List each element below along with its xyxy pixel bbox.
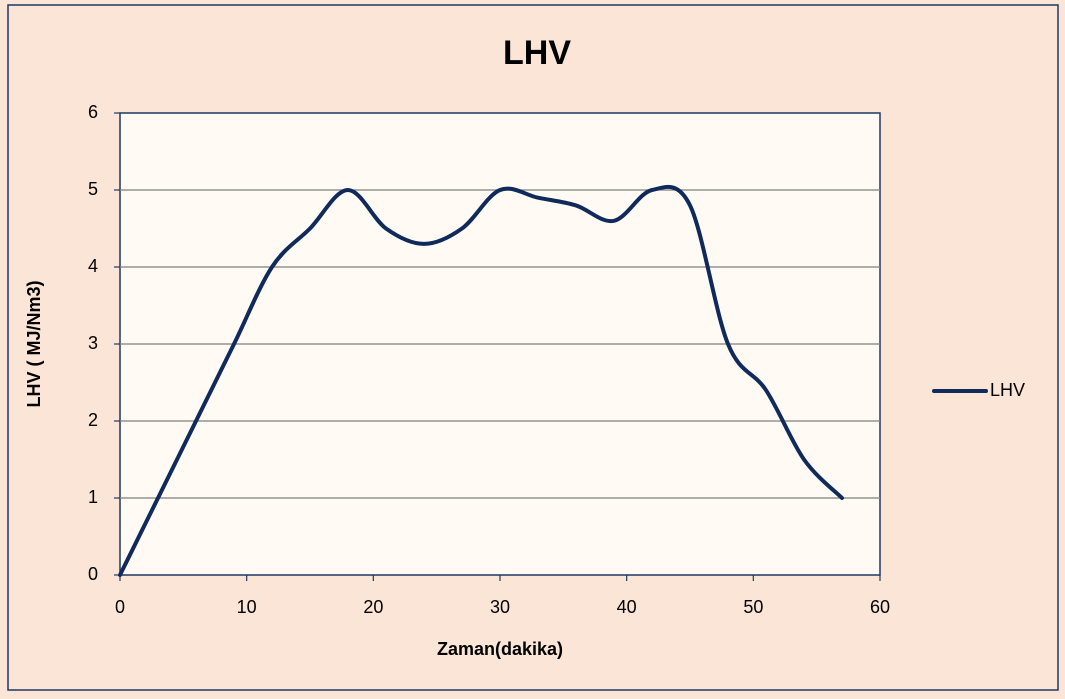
y-tick-label: 0 (88, 564, 98, 584)
x-tick-label: 40 (617, 597, 637, 617)
y-tick-label: 1 (88, 487, 98, 507)
y-tick-label: 3 (88, 333, 98, 353)
y-tick-label: 6 (88, 102, 98, 122)
x-tick-label: 0 (115, 597, 125, 617)
y-tick-label: 5 (88, 179, 98, 199)
x-tick-label: 20 (363, 597, 383, 617)
x-tick-label: 10 (237, 597, 257, 617)
y-tick-label: 2 (88, 410, 98, 430)
data-line (118, 184, 844, 577)
x-tick-label: 50 (743, 597, 763, 617)
y-tick-label: 4 (88, 256, 98, 276)
x-tick-label: 60 (870, 597, 890, 617)
x-axis-label: Zaman(dakika) (437, 639, 563, 659)
chart-title: LHV (503, 34, 571, 72)
legend-label: LHV (990, 380, 1025, 400)
y-axis-label: LHV ( MJ/Nm3) (24, 280, 44, 407)
x-tick-label: 30 (490, 597, 510, 617)
